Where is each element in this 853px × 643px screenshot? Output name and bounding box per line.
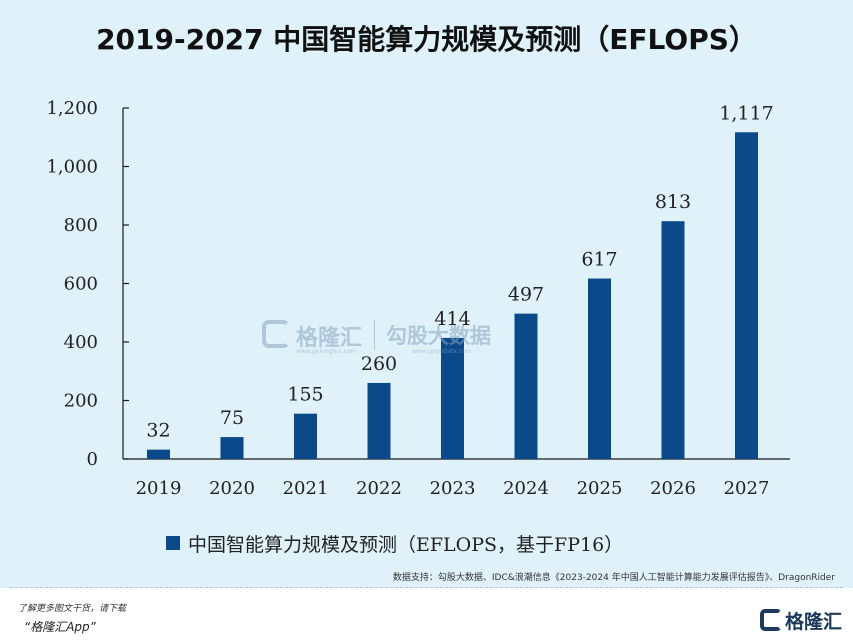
bar xyxy=(514,313,538,459)
x-tick-label: 2024 xyxy=(503,478,549,499)
x-tick-label: 2026 xyxy=(650,478,696,499)
bars xyxy=(147,132,758,459)
chart-title: 2019-2027 中国智能算力规模及预测（EFLOPS） xyxy=(96,23,757,56)
x-tick-label: 2025 xyxy=(577,478,623,499)
data-label: 155 xyxy=(287,384,323,406)
y-tick-label: 1,000 xyxy=(46,157,98,178)
watermark-divider xyxy=(374,320,375,350)
watermark-brand: 格隆汇 xyxy=(296,326,363,351)
promo-text: 了解更多图文干货，请下载 xyxy=(18,604,127,614)
data-label: 75 xyxy=(220,407,244,429)
value-labels: 32 75 155 260 414 497 617 813 1,117 xyxy=(146,102,773,441)
data-label: 813 xyxy=(655,191,691,213)
data-label: 497 xyxy=(508,284,544,306)
chart-panel xyxy=(0,0,853,588)
x-axis: 2019 2020 2021 2022 2023 2024 2025 2026 2027 xyxy=(123,458,790,499)
x-tick-label: 2022 xyxy=(356,478,402,499)
footer-logo: 格隆汇 xyxy=(760,602,842,638)
watermark-url-right: www.gogudata.com xyxy=(412,348,472,355)
bar xyxy=(735,132,758,459)
bar xyxy=(294,413,317,459)
footer-logo-text: 格隆汇 xyxy=(785,610,843,633)
gelonghui-logo-icon xyxy=(760,609,782,631)
x-tick-label: 2019 xyxy=(136,478,182,499)
legend-label: 中国智能算力规模及预测（EFLOPS，基于FP16） xyxy=(188,533,624,556)
bar xyxy=(588,278,611,459)
x-tick-label: 2023 xyxy=(430,478,476,499)
gelonghui-logo-icon xyxy=(262,320,290,348)
promo-app-name: “格隆汇App” xyxy=(24,620,96,634)
y-axis: 0 200 400 600 800 1,000 1,200 xyxy=(46,98,129,470)
footer-divider xyxy=(10,587,843,588)
bar xyxy=(367,382,391,459)
chart-legend: 中国智能算力规模及预测（EFLOPS，基于FP16） xyxy=(166,528,623,558)
x-tick-label: 2021 xyxy=(283,478,329,499)
y-tick-label: 0 xyxy=(87,449,98,470)
y-tick-label: 1,200 xyxy=(46,98,98,119)
bar xyxy=(220,437,244,459)
watermark-partner: 勾股大数据 xyxy=(386,324,491,348)
data-label: 32 xyxy=(146,420,170,442)
data-label: 617 xyxy=(581,249,617,271)
data-label: 260 xyxy=(361,353,397,375)
y-tick-label: 400 xyxy=(64,332,98,353)
bar xyxy=(147,449,170,459)
x-tick-label: 2020 xyxy=(209,478,255,499)
legend-swatch xyxy=(166,536,180,550)
y-tick-label: 200 xyxy=(64,391,98,412)
data-label: 414 xyxy=(434,308,470,330)
bar-chart: 0 200 400 600 800 1,000 1,200 2019 2020 2021 2022… xyxy=(46,98,790,499)
data-label: 1,117 xyxy=(719,102,773,124)
watermark: 格隆汇 勾股大数据 www.gelonghui.com www.gogudata… xyxy=(262,318,512,358)
bar xyxy=(441,337,464,459)
data-source-note: 数据支持：勾股大数据、IDC&浪潮信息《2023-2024 年中国人工智能计算能… xyxy=(392,573,835,583)
bar xyxy=(661,221,685,459)
watermark-url-left: www.gelonghui.com xyxy=(296,348,357,355)
x-tick-label: 2027 xyxy=(724,478,770,499)
y-tick-label: 800 xyxy=(64,215,98,236)
y-tick-label: 600 xyxy=(64,274,98,295)
